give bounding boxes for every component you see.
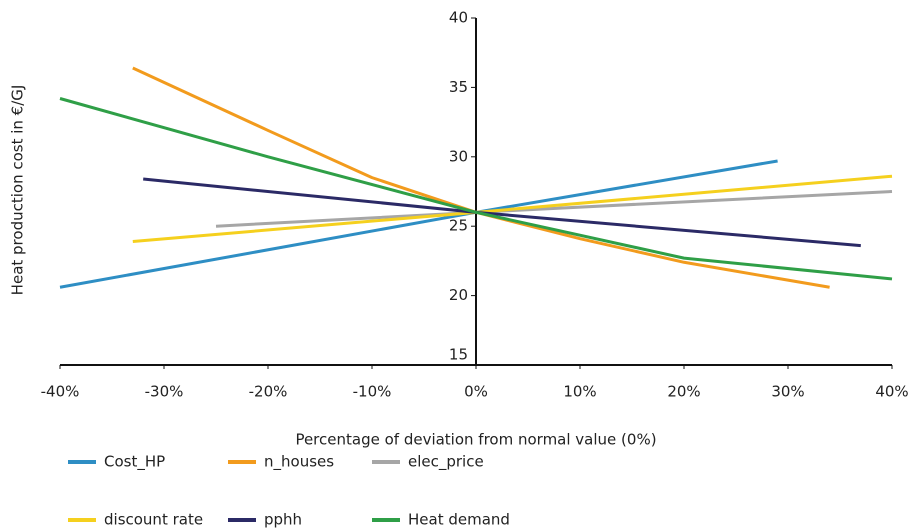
y-tick-label: 20	[449, 286, 468, 304]
series-line	[59, 97, 893, 281]
y-tick-label: 30	[449, 147, 468, 165]
y-tick-label: 25	[449, 217, 468, 235]
y-tick-label: 40	[449, 9, 468, 27]
x-tick-label: 40%	[875, 383, 908, 401]
x-tick-label: 20%	[667, 383, 700, 401]
legend-label: elec_price	[408, 453, 484, 472]
x-tick-label: -20%	[249, 383, 288, 401]
legend-label: Cost_HP	[104, 453, 165, 472]
series-line	[59, 159, 778, 289]
series-line	[132, 174, 893, 243]
x-tick-label: 0%	[464, 383, 488, 401]
x-tick-label: -30%	[145, 383, 184, 401]
y-axis-label: Heat production cost in €/GJ	[9, 85, 27, 296]
x-tick-label: 30%	[771, 383, 804, 401]
x-tick-label: -10%	[353, 383, 392, 401]
legend-label: Heat demand	[408, 511, 510, 529]
legend-label: discount rate	[104, 511, 203, 529]
x-tick-label: 10%	[563, 383, 596, 401]
y-tick-label: 15	[449, 346, 468, 364]
x-axis-label: Percentage of deviation from normal valu…	[295, 431, 656, 449]
legend-label: n_houses	[264, 453, 334, 472]
x-tick-label: -40%	[41, 383, 80, 401]
y-tick-label: 35	[449, 78, 468, 96]
legend-label: pphh	[264, 511, 302, 529]
